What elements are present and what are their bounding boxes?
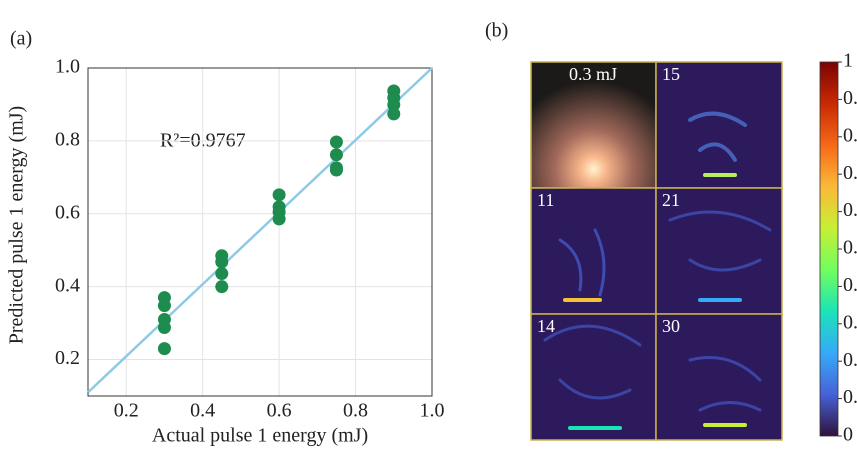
colorbar-tick-label: 0.9	[843, 87, 857, 109]
scatter-point	[329, 135, 343, 149]
colorbar-tick-label: 0.7	[843, 162, 857, 184]
y-tick-label: 0.6	[55, 201, 80, 223]
x-tick-label: 0.2	[114, 400, 139, 422]
image-tile	[530, 313, 657, 441]
tile-label: 11	[537, 190, 554, 210]
plot-frame	[87, 67, 433, 397]
scatter-point	[215, 255, 229, 269]
scatter-point	[157, 342, 171, 356]
scatter-point	[272, 188, 286, 202]
y-tick-label: 0.8	[55, 128, 80, 150]
y-tick-label: 0.4	[55, 274, 80, 296]
colorbar	[819, 61, 839, 437]
scatter-point	[387, 98, 401, 112]
tile-label: 0.3 mJ	[569, 64, 617, 84]
scatter-point	[329, 163, 343, 177]
x-tick-label: 0.8	[343, 400, 368, 422]
fit-line	[87, 67, 433, 394]
image-tile	[655, 187, 783, 315]
x-tick-label: 0.4	[190, 400, 215, 422]
colorbar-tick-label: 0.3	[843, 311, 857, 333]
colorbar-tick-label: 1	[843, 50, 853, 72]
scatter-point	[215, 280, 229, 294]
panel-label: (b)	[485, 20, 508, 42]
colorbar-tick-label: 0.5	[843, 237, 857, 259]
image-tile	[655, 313, 783, 441]
y-tick-label: 0.2	[55, 347, 80, 369]
tile-label: 21	[662, 190, 680, 210]
colorbar-tick-label: 0.4	[843, 274, 857, 296]
scatter-point	[329, 148, 343, 162]
scatter-point	[215, 267, 229, 281]
panel-label: (a)	[10, 28, 32, 50]
x-tick-label: 0.6	[267, 400, 292, 422]
scatter-point	[387, 107, 401, 121]
colorbar-tick-label: 0	[843, 424, 853, 446]
y-axis-label: Predicted pulse 1 energy (mJ)	[6, 106, 28, 344]
colorbar-tick-label: 0.8	[843, 124, 857, 146]
tile-label: 14	[537, 316, 555, 336]
scatter-point	[272, 212, 286, 226]
colorbar-tick-label: 0.1	[843, 386, 857, 408]
y-tick-label: 1.0	[55, 56, 80, 78]
speckle	[543, 111, 772, 430]
colorbar-tick-label: 0.2	[843, 349, 857, 371]
tile-label: 30	[662, 316, 680, 336]
image-grid	[530, 61, 783, 441]
scatter-point	[157, 299, 171, 313]
colorbar-tick-label: 0.6	[843, 199, 857, 221]
x-axis-label: Actual pulse 1 energy (mJ)	[152, 425, 368, 447]
scatter-point	[157, 320, 171, 334]
x-tick-label: 1.0	[420, 400, 445, 422]
tile-label: 15	[662, 64, 680, 84]
